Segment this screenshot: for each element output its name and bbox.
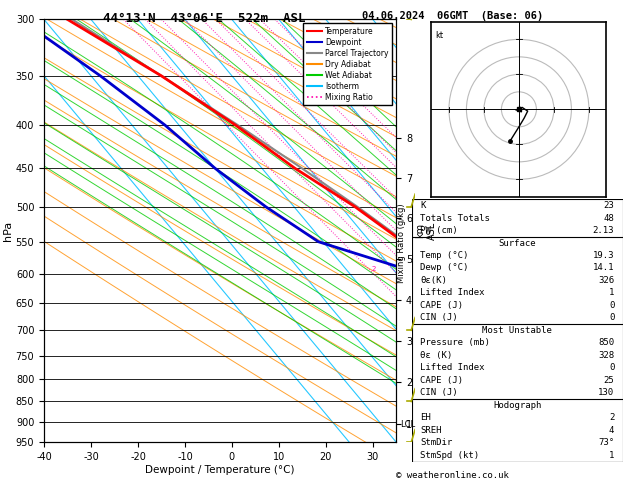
Text: θε (K): θε (K) xyxy=(420,351,453,360)
Text: CIN (J): CIN (J) xyxy=(420,388,458,398)
Text: 2: 2 xyxy=(371,265,376,272)
Text: 19.3: 19.3 xyxy=(593,251,615,260)
Text: Mixing Ratio (g/kg): Mixing Ratio (g/kg) xyxy=(397,203,406,283)
Text: kt: kt xyxy=(435,31,443,40)
Text: 130: 130 xyxy=(598,388,615,398)
Text: 23: 23 xyxy=(604,201,615,210)
Y-axis label: hPa: hPa xyxy=(3,221,13,241)
Y-axis label: km
ASL: km ASL xyxy=(415,222,437,240)
Text: EH: EH xyxy=(420,414,431,422)
Text: Dewp (°C): Dewp (°C) xyxy=(420,263,469,273)
Text: 25: 25 xyxy=(604,376,615,385)
Text: 1: 1 xyxy=(609,289,615,297)
Text: PW (cm): PW (cm) xyxy=(420,226,458,235)
Text: LCL: LCL xyxy=(401,420,416,429)
Text: StmSpd (kt): StmSpd (kt) xyxy=(420,451,479,460)
Text: © weatheronline.co.uk: © weatheronline.co.uk xyxy=(396,471,509,480)
Text: 326: 326 xyxy=(598,276,615,285)
Text: K: K xyxy=(420,201,426,210)
Text: θε(K): θε(K) xyxy=(420,276,447,285)
Legend: Temperature, Dewpoint, Parcel Trajectory, Dry Adiabat, Wet Adiabat, Isotherm, Mi: Temperature, Dewpoint, Parcel Trajectory… xyxy=(303,23,392,105)
Text: Most Unstable: Most Unstable xyxy=(482,326,552,335)
Text: 73°: 73° xyxy=(598,438,615,448)
Text: 44°13'N  43°06'E  522m  ASL: 44°13'N 43°06'E 522m ASL xyxy=(103,12,306,25)
Text: Lifted Index: Lifted Index xyxy=(420,289,485,297)
Text: Temp (°C): Temp (°C) xyxy=(420,251,469,260)
Text: Totals Totals: Totals Totals xyxy=(420,213,490,223)
Text: Pressure (mb): Pressure (mb) xyxy=(420,338,490,347)
Text: 0: 0 xyxy=(609,313,615,323)
Text: 328: 328 xyxy=(598,351,615,360)
Text: Hodograph: Hodograph xyxy=(493,401,542,410)
Text: 48: 48 xyxy=(604,213,615,223)
Text: CAPE (J): CAPE (J) xyxy=(420,376,464,385)
Text: StmDir: StmDir xyxy=(420,438,453,448)
Text: CIN (J): CIN (J) xyxy=(420,313,458,323)
Text: SREH: SREH xyxy=(420,426,442,435)
Text: Surface: Surface xyxy=(499,239,536,247)
Text: CAPE (J): CAPE (J) xyxy=(420,301,464,310)
Text: 1: 1 xyxy=(609,451,615,460)
X-axis label: Dewpoint / Temperature (°C): Dewpoint / Temperature (°C) xyxy=(145,465,295,475)
Text: 0: 0 xyxy=(609,364,615,372)
Text: 04.06.2024  06GMT  (Base: 06): 04.06.2024 06GMT (Base: 06) xyxy=(362,11,543,21)
Text: 14.1: 14.1 xyxy=(593,263,615,273)
Text: 2: 2 xyxy=(609,414,615,422)
Text: 0: 0 xyxy=(609,301,615,310)
Text: 4: 4 xyxy=(609,426,615,435)
Text: 850: 850 xyxy=(598,338,615,347)
Text: Lifted Index: Lifted Index xyxy=(420,364,485,372)
Text: 2.13: 2.13 xyxy=(593,226,615,235)
